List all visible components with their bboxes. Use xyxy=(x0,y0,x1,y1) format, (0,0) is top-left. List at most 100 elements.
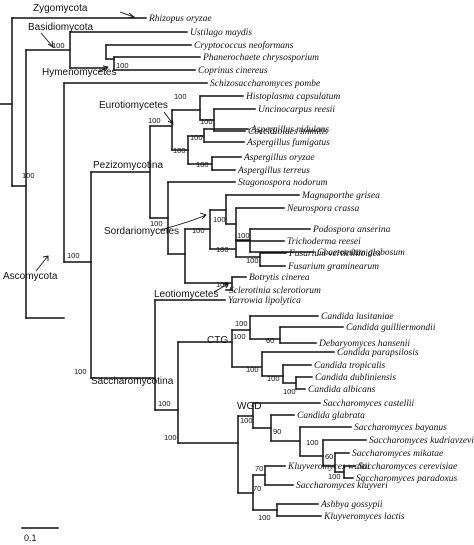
taxon-label: Stagonospora nodorum xyxy=(238,178,328,188)
taxon-label: Saccharomyces bayanus xyxy=(354,423,447,433)
bootstrap-value: 90 xyxy=(273,427,281,436)
taxon-label: Chaetomium globosum xyxy=(317,248,405,258)
bootstrap-value: 100 xyxy=(174,92,187,101)
clade-label-basidiomycota: Basidiomycota xyxy=(28,22,93,33)
taxon-label: Sclerotinia sclerotiorum xyxy=(229,286,321,296)
arrow-sordariomycetes xyxy=(159,214,207,231)
clade-label-eurotiomycetes: Eurotiomycetes xyxy=(99,100,168,111)
taxon-label: Ustilago maydis xyxy=(190,28,252,38)
bootstrap-value: 100 xyxy=(148,116,161,125)
bootstrap-values: 100 100 100 100 100 100 100 100 100 100 … xyxy=(22,41,341,522)
taxon-label: Fusarium verticillioides xyxy=(288,249,381,259)
clade-label-zygomycota: Zygomycota xyxy=(33,3,88,14)
taxon-label: Candida parapsilosis xyxy=(337,348,419,358)
bootstrap-value: 100 xyxy=(237,231,250,240)
bootstrap-value: 60 xyxy=(266,336,274,345)
taxon-label: Phanerochaete chrysosporium xyxy=(202,53,319,63)
arrow-zygomycota xyxy=(119,11,135,18)
bootstrap-value: 100 xyxy=(22,171,35,180)
taxon-label: Ashbya gossypii xyxy=(320,500,383,510)
bootstrap-value: 100 xyxy=(173,146,186,155)
arrow-basidiomycota xyxy=(40,32,54,48)
bootstrap-value: 100 xyxy=(52,41,65,50)
bootstrap-value: 100 xyxy=(74,367,87,376)
bootstrap-value: 100 xyxy=(246,365,259,374)
bootstrap-value: 70 xyxy=(255,464,263,473)
bootstrap-value: 100 xyxy=(235,319,248,328)
clade-label-sordariomycetes: Sordariomycetes xyxy=(104,226,179,237)
taxon-label: Aspergillus nidulans xyxy=(250,125,329,135)
taxon-label: Aspergillus oryzae xyxy=(243,153,315,163)
bootstrap-value: 100 xyxy=(150,219,163,228)
arrow-head-ascomycota xyxy=(42,255,49,261)
taxon-label: Candida tropicalis xyxy=(314,361,385,371)
taxon-label: Coprinus cinereus xyxy=(198,66,268,76)
taxon-label: Saccharomyces mikatae xyxy=(352,449,443,459)
bootstrap-value: 100 xyxy=(213,215,226,224)
clade-label-ctg: CTG xyxy=(207,335,228,346)
taxon-label: Saccharomyces cerevisiae xyxy=(358,462,457,472)
clade-label-saccharomycotina: Saccharomycotina xyxy=(91,376,174,387)
taxon-label: Yarrowia lipolytica xyxy=(228,296,301,306)
taxon-label: Candida guilliermondii xyxy=(346,323,436,333)
arrow-ascomycota xyxy=(35,255,49,272)
bootstrap-value: 100 xyxy=(240,416,253,425)
bootstrap-value: 100 xyxy=(216,280,229,289)
taxon-label: Candida lusitaniae xyxy=(321,312,394,322)
bootstrap-value: 100 xyxy=(158,399,171,408)
bootstrap-value: 100 xyxy=(216,245,229,254)
taxon-label: Rhizopus oryzae xyxy=(148,14,212,24)
bootstrap-value: 100 xyxy=(283,387,296,396)
bootstrap-value: 100 xyxy=(328,472,341,481)
taxon-label: Saccharomyces kudriavzevii xyxy=(369,436,474,446)
bootstrap-value: 100 xyxy=(233,332,246,341)
clade-label-ascomycota: Ascomycota xyxy=(3,271,58,282)
clade-label-hymenomycetes: Hymenomycetes xyxy=(42,67,116,78)
taxon-label: Aspergillus fumigatus xyxy=(246,137,330,148)
arrow-eurotiomycetes xyxy=(163,111,174,125)
bootstrap-value: 100 xyxy=(200,117,213,126)
taxon-label: Histoplasma capsulatum xyxy=(245,92,340,102)
bootstrap-value: 100 xyxy=(116,61,129,70)
taxon-label: Kluyveromyces lactis xyxy=(323,512,405,522)
taxon-label: Saccharomyces kluyveri xyxy=(296,481,388,491)
taxon-label: Cryptococcus neoformans xyxy=(194,40,294,51)
bootstrap-value: 100 xyxy=(246,256,259,265)
arrow-head-basidiomycota xyxy=(47,40,54,48)
arrow-hymenomycetes xyxy=(97,66,109,73)
taxon-label: Debaryomyces hansenii xyxy=(318,339,410,349)
arrow-head-zygomycota xyxy=(127,12,136,19)
bootstrap-value: 60 xyxy=(325,452,333,461)
tree-branches xyxy=(0,17,367,529)
scale-bar-label: 0.1 xyxy=(24,533,37,543)
bootstrap-value: 100 xyxy=(190,133,203,142)
arrow-head-sordariomycetes xyxy=(199,212,207,220)
taxon-label: Podospora anserina xyxy=(312,225,391,235)
clade-labels: Zygomycota Basidiomycota Hymenomycetes E… xyxy=(3,3,261,412)
taxon-label: Magnaporthe grisea xyxy=(301,191,380,201)
taxon-label: Saccharomyces paradoxus xyxy=(356,474,458,484)
taxon-label: Fusarium graminearum xyxy=(287,262,379,272)
taxon-label: Saccharomyces castellii xyxy=(323,399,415,409)
arrow-head-leotiomycetes xyxy=(223,283,229,289)
taxon-labels: Rhizopus oryzae Ustilago maydis Cryptoco… xyxy=(148,14,474,522)
bootstrap-value: 100 xyxy=(196,160,209,169)
taxon-label: Aspergillus terreus xyxy=(237,166,310,176)
bootstrap-value: 100 xyxy=(258,513,271,522)
taxon-label: Botrytis cinerea xyxy=(249,273,310,283)
bootstrap-value: 100 xyxy=(67,251,80,260)
clade-label-leotiomycetes: Leotiomycetes xyxy=(154,289,218,300)
taxon-label: Trichoderma reesei xyxy=(287,237,361,247)
taxon-label: Schizosaccharomyces pombe xyxy=(210,79,320,89)
clade-arrows xyxy=(35,11,229,293)
bootstrap-value: 100 xyxy=(306,438,319,447)
taxon-label: Kluyveromyces waltii xyxy=(287,462,370,472)
arrow-head-eurotiomycetes xyxy=(167,117,174,125)
taxon-label: Candida glabrata xyxy=(297,411,365,421)
taxon-label: Candida dubliniensis xyxy=(315,373,396,383)
arrow-leotiomycetes xyxy=(213,283,229,293)
taxon-label: Neurospora crassa xyxy=(286,204,359,214)
arrow-head-hymenomycetes xyxy=(102,65,109,72)
taxon-label: Coccidioides immitis xyxy=(248,127,328,137)
